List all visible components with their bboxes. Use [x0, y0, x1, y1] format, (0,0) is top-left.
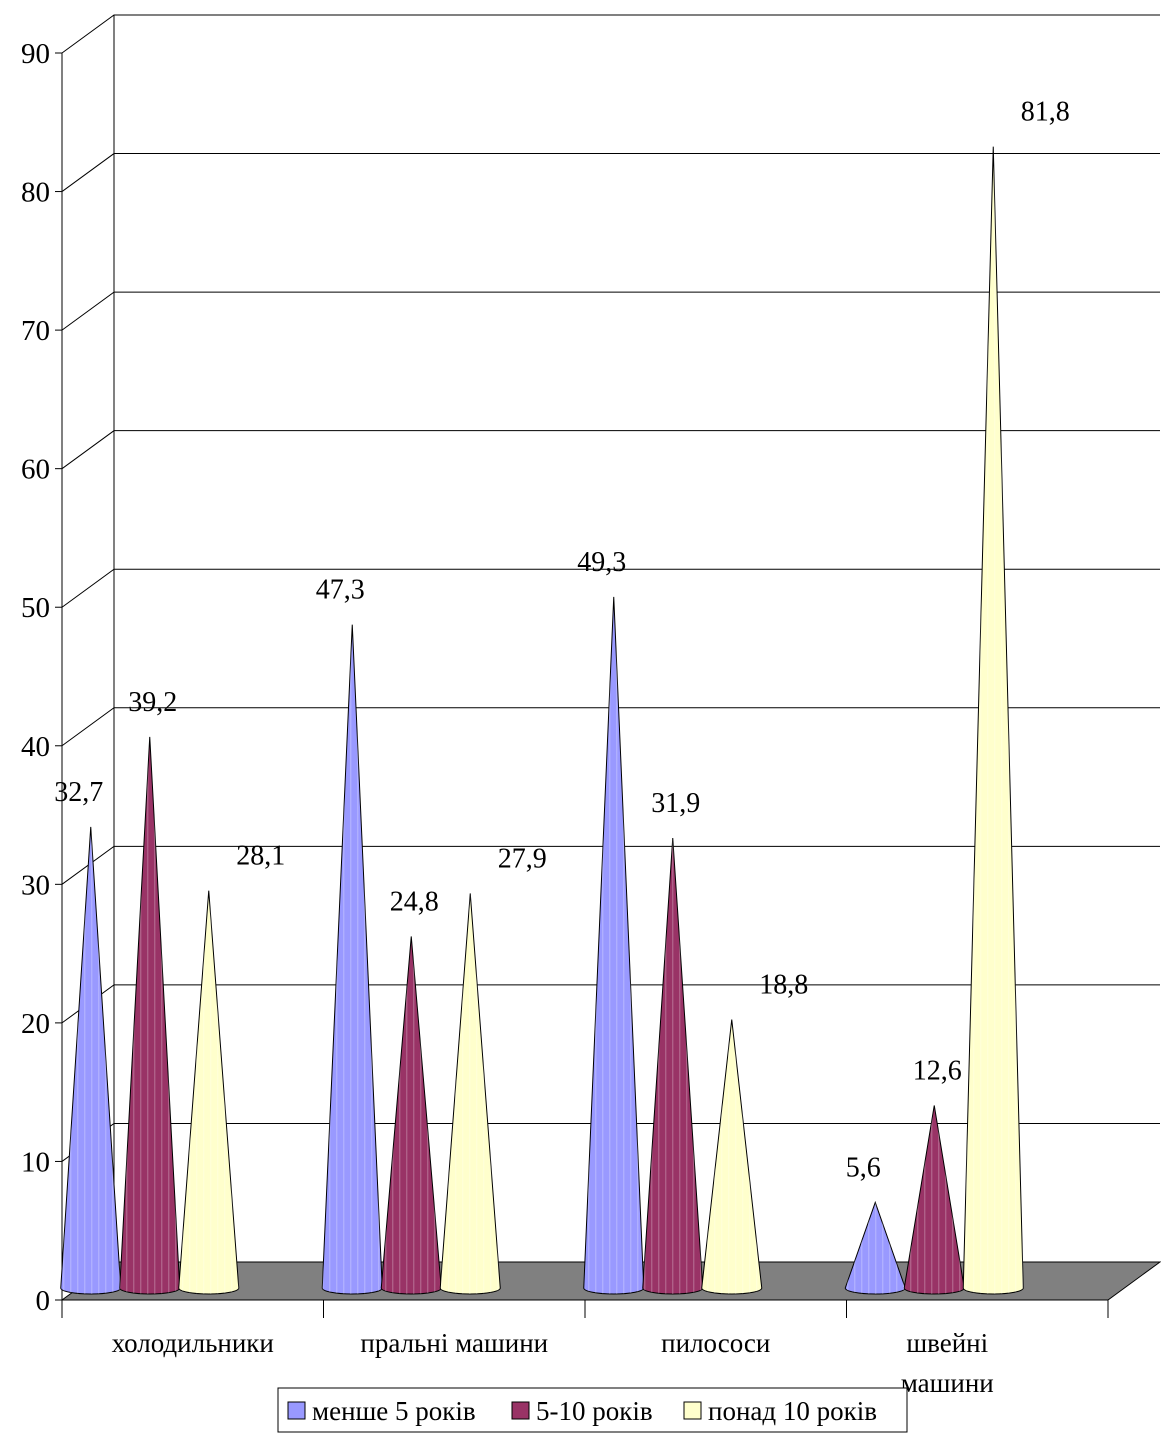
legend: менше 5 років 5-10 років понад 10 років — [277, 1387, 908, 1433]
y-tick-label: 90 — [21, 38, 50, 70]
legend-swatch — [287, 1401, 306, 1420]
category-label: холодильники — [112, 1328, 274, 1358]
cone — [380, 936, 442, 1295]
category-axis: холодильники пральні машини пилососи швейні… — [61, 1299, 1109, 1398]
category-label: швейні — [906, 1328, 988, 1358]
data-label: 18,8 — [759, 970, 808, 1001]
value-axis: 0 10 20 30 40 50 60 70 80 90 — [21, 38, 63, 1317]
y-tick-label: 70 — [21, 315, 50, 347]
data-label: 32,7 — [54, 777, 103, 808]
cone — [119, 736, 181, 1295]
gridline — [61, 707, 1160, 747]
gridline — [61, 14, 1160, 54]
y-tick-label: 50 — [21, 592, 50, 624]
legend-box — [277, 1387, 908, 1433]
data-label: 27,9 — [498, 843, 547, 874]
category-label: пилососи — [661, 1328, 770, 1358]
category-label: машини — [901, 1368, 994, 1398]
y-tick-label: 80 — [21, 177, 50, 209]
cone — [903, 1105, 965, 1295]
y-tick-label: 40 — [21, 731, 50, 763]
data-labels: 32,7 47,3 49,3 5,6 39,2 24,8 31,9 12,6 28,1 27,9 1… — [54, 97, 1070, 1184]
cone — [321, 624, 383, 1295]
cone — [60, 826, 122, 1295]
legend-label: менше 5 років — [312, 1396, 476, 1426]
data-label: 47,3 — [316, 575, 365, 606]
gridline — [61, 845, 1160, 885]
legend-label: 5-10 років — [536, 1396, 653, 1426]
y-tick-label: 0 — [36, 1285, 51, 1317]
legend-label: понад 10 років — [708, 1396, 877, 1426]
y-tick-label: 30 — [21, 869, 50, 901]
data-label: 5,6 — [846, 1152, 881, 1183]
cone-series — [60, 146, 1024, 1295]
gridline — [61, 291, 1160, 331]
legend-swatch — [511, 1401, 530, 1420]
cone — [583, 596, 645, 1295]
gridline — [61, 430, 1160, 470]
cone — [701, 1019, 763, 1295]
cone — [844, 1200, 906, 1295]
data-label: 39,2 — [128, 687, 177, 718]
y-tick-label: 10 — [21, 1146, 50, 1178]
cone — [642, 837, 704, 1295]
data-label: 81,8 — [1021, 97, 1070, 128]
cone — [439, 893, 501, 1295]
category-label: пральні машини — [360, 1328, 548, 1358]
gridline — [61, 153, 1160, 192]
y-tick-label: 20 — [21, 1008, 50, 1040]
data-label: 24,8 — [390, 886, 439, 917]
gridline — [61, 568, 1160, 608]
data-label: 28,1 — [236, 841, 285, 872]
data-label: 12,6 — [913, 1055, 962, 1086]
data-label: 31,9 — [651, 788, 700, 819]
cone — [962, 146, 1024, 1295]
data-label: 49,3 — [577, 547, 626, 578]
y-tick-label: 60 — [21, 454, 50, 486]
cone — [178, 890, 240, 1295]
legend-swatch — [683, 1401, 702, 1420]
